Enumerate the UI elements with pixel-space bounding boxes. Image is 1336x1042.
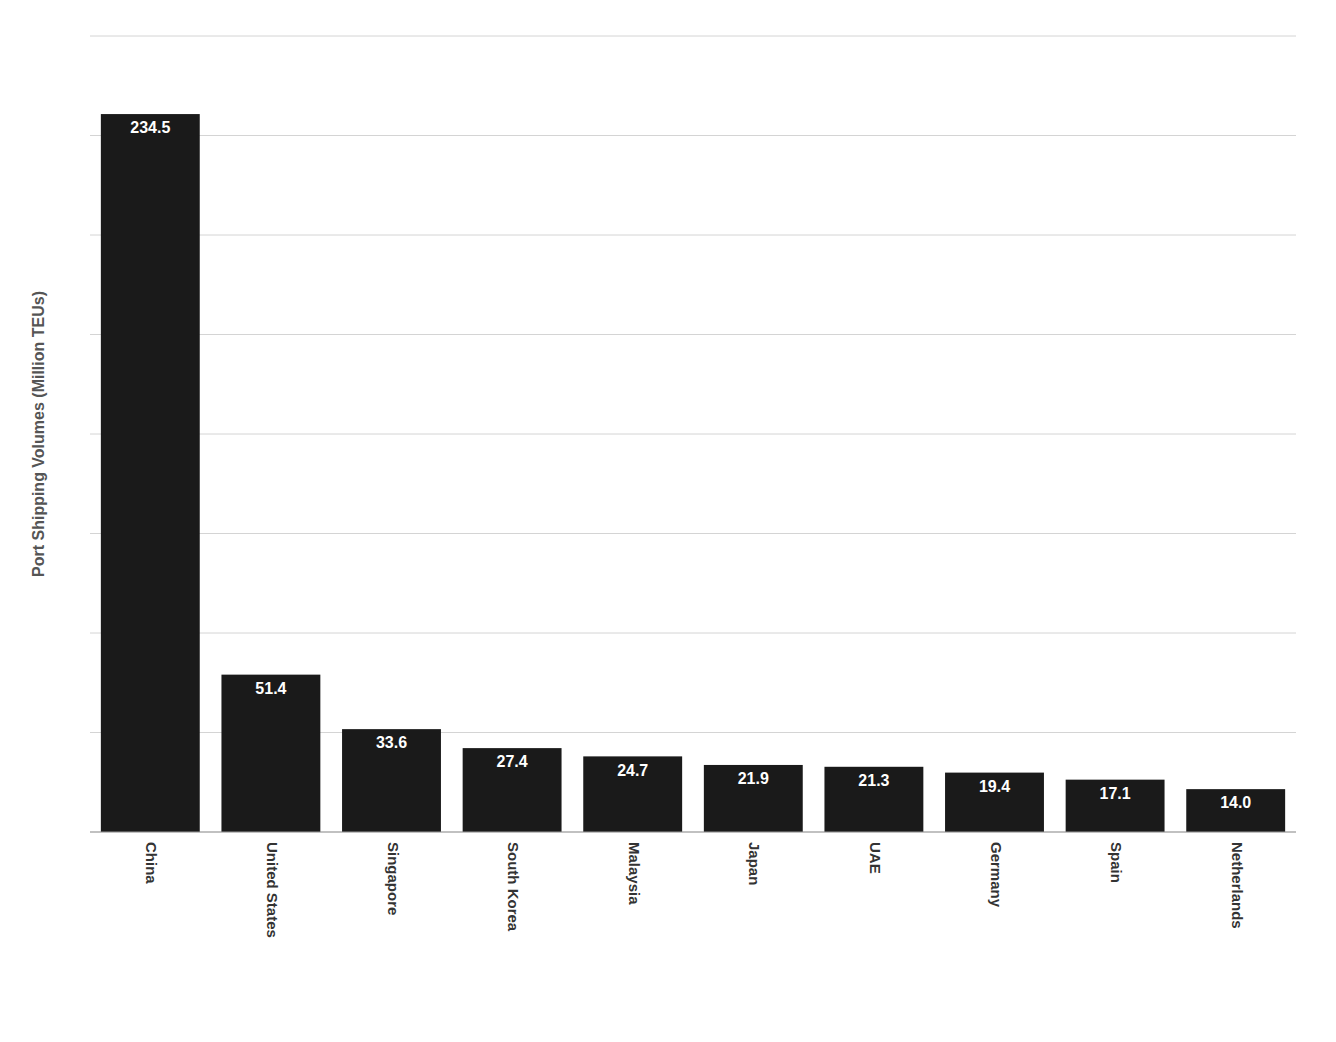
x-axis-line bbox=[90, 832, 1296, 833]
data-label: 24.7 bbox=[617, 762, 648, 779]
background bbox=[0, 0, 1336, 1042]
bar bbox=[583, 756, 682, 832]
x-tick-label: Germany bbox=[988, 842, 1005, 908]
data-label: 17.1 bbox=[1100, 785, 1131, 802]
x-tick-label: South Korea bbox=[505, 842, 522, 932]
x-tick-label: Netherlands bbox=[1229, 842, 1246, 929]
bar bbox=[1186, 789, 1285, 832]
bar bbox=[945, 773, 1044, 832]
x-tick-label: United States bbox=[264, 842, 281, 938]
bar bbox=[1066, 780, 1165, 832]
data-label: 33.6 bbox=[376, 734, 407, 751]
bar bbox=[221, 675, 320, 832]
x-tick-label: Spain bbox=[1108, 842, 1125, 883]
bar bbox=[704, 765, 803, 832]
grid-line bbox=[90, 334, 1296, 335]
grid-line bbox=[90, 832, 1296, 833]
bar bbox=[824, 767, 923, 832]
bar bbox=[342, 729, 441, 832]
data-label: 21.9 bbox=[738, 770, 769, 787]
data-label: 19.4 bbox=[979, 778, 1010, 795]
x-tick-label: Malaysia bbox=[626, 842, 643, 905]
y-axis-label: Port Shipping Volumes (Million TEUs) bbox=[30, 291, 47, 577]
bars bbox=[101, 114, 1285, 832]
page: {"chart_data": {"type": "bar", "ylabel":… bbox=[0, 0, 1336, 1042]
grid-line bbox=[90, 434, 1296, 435]
data-label: 51.4 bbox=[255, 680, 286, 697]
x-tick-label: Singapore bbox=[385, 842, 402, 915]
grid-line bbox=[90, 533, 1296, 534]
x-tick-label: China bbox=[143, 842, 160, 884]
data-label: 234.5 bbox=[130, 119, 170, 136]
x-tick-label: UAE bbox=[867, 842, 884, 874]
grid-line bbox=[90, 135, 1296, 136]
data-label: 27.4 bbox=[497, 753, 528, 770]
grid-line bbox=[90, 633, 1296, 634]
chart-container: 234.5 51.4 33.6 27.4 24.7 21.9 21.3 19.4 17.1 14.… bbox=[0, 0, 1336, 1042]
bar bbox=[463, 748, 562, 832]
grid-line bbox=[90, 36, 1296, 37]
bar bbox=[101, 114, 200, 832]
data-label: 14.0 bbox=[1220, 794, 1251, 811]
x-tick-label: Japan bbox=[746, 842, 763, 885]
data-label: 21.3 bbox=[858, 772, 889, 789]
grid-line bbox=[90, 235, 1296, 236]
x-tick-labels: China United States Singapore South Korea Ma… bbox=[143, 842, 1245, 938]
grid bbox=[90, 36, 1296, 832]
chart-svg: 234.5 51.4 33.6 27.4 24.7 21.9 21.3 19.4 17.1 14.… bbox=[0, 0, 1336, 1042]
data-labels: 234.5 51.4 33.6 27.4 24.7 21.9 21.3 19.4 17.1 14.… bbox=[130, 119, 1251, 811]
